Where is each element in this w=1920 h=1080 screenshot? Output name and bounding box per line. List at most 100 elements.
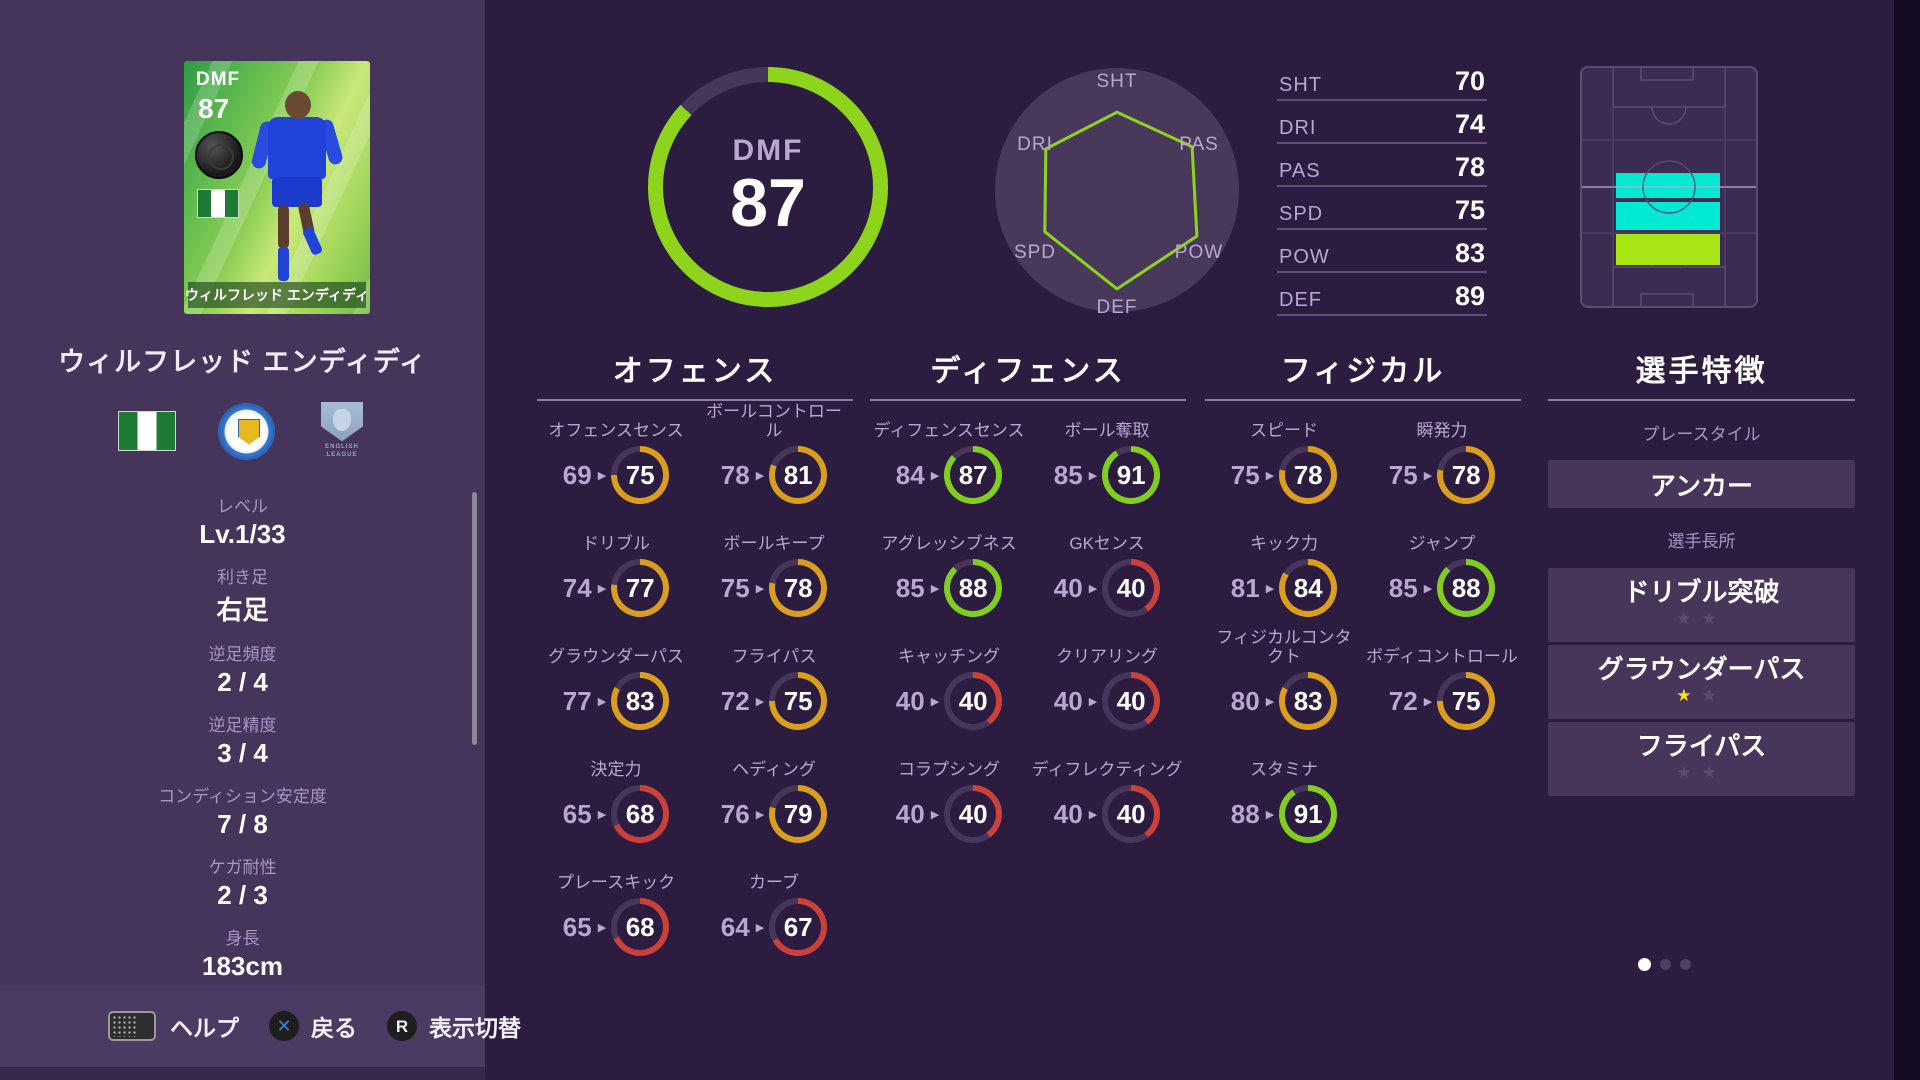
stat-base-value: 40 [895,685,925,716]
footer-action[interactable]: R 表示切替 [357,1009,521,1043]
skill-name: ドリブル突破 [1623,577,1780,607]
stat-current-value: 40 [1108,791,1155,837]
star-icon: ★ [1676,762,1702,782]
stat-current-value: 87 [950,452,997,498]
stat-ring: 68 [611,898,670,956]
skill-button[interactable]: ドリブル突破 ★★ [1548,568,1855,642]
arrow-right-icon: ▶ [1423,695,1433,708]
arrow-right-icon: ▶ [930,695,940,708]
summary-row: PAS 78 [1277,146,1487,187]
x-button-icon[interactable]: ✕ [269,1011,299,1041]
summary-stat-value: 83 [1454,238,1485,268]
stat-base-value: 40 [1053,685,1083,716]
stat-label: フィジカルコンタクト [1216,627,1352,667]
summary-stat-value: 78 [1454,152,1485,182]
stat-current-value: 78 [775,565,822,611]
skill-button[interactable]: グラウンダーパス ★★ [1548,645,1855,719]
stat-item: スタミナ 88 ▶ 91 [1205,738,1363,851]
stat-item: グラウンダーパス 77 ▶ 83 [537,625,695,738]
stat-label: 決定力 [590,760,642,780]
profile-label: 逆足精度 [208,716,277,735]
player-name: ウィルフレッド エンディディ [58,347,427,377]
footer-bottom-strip [0,1067,485,1080]
card-position: DMF [196,69,241,90]
star-icon: ★ [1701,608,1727,628]
ball-badge-icon [195,131,243,179]
club-badge-icon [218,402,275,460]
stat-current-value: 83 [617,678,664,724]
radar-axis-label: POW [1174,242,1224,263]
stat-ring: 68 [611,785,670,843]
stat-current-value: 88 [1443,565,1490,611]
stat-base-value: 65 [562,798,592,829]
stat-base-value: 69 [562,459,592,490]
stat-label: プレースキック [556,873,676,893]
stat-item: ボディコントロール 72 ▶ 75 [1363,625,1521,738]
section-traits: 選手特徴 プレースタイル アンカー 選手長所 ドリブル突破 ★★ グラウンダーパス… [1548,346,1855,799]
stat-base-value: 85 [1053,459,1083,490]
pagination-dot[interactable] [1638,958,1651,971]
stat-base-value: 40 [1053,798,1083,829]
stat-label: ドリブル [582,534,650,554]
pagination-dot[interactable] [1660,959,1671,970]
profile-label: 逆足頻度 [208,645,277,664]
stat-base-value: 88 [1230,798,1260,829]
stat-label: スピード [1250,421,1318,441]
profile-value: 3 / 4 [217,738,268,768]
stat-item: キャッチング 40 ▶ 40 [870,625,1028,738]
section-title: フィジカル [1280,355,1446,388]
stat-item: コラプシング 40 ▶ 40 [870,738,1028,851]
playstyle-button[interactable]: アンカー [1548,460,1855,508]
skill-list: ドリブル突破 ★★ グラウンダーパス ★★ フライパス ★★ [1548,568,1855,796]
stat-item: ディフェンスセンス 84 ▶ 87 [870,399,1028,512]
stat-base-value: 72 [720,685,750,716]
stat-current-value: 68 [617,904,664,950]
arrow-right-icon: ▶ [755,469,765,482]
affiliation-badges: ENGLISH LEAGUE [0,400,485,462]
summary-row: POW 83 [1277,232,1487,273]
footer-action[interactable]: ✕ 戻る [239,1009,357,1043]
touchpad-icon[interactable] [108,1011,156,1041]
stat-ring: 77 [611,559,670,617]
stat-item: フィジカルコンタクト 80 ▶ 83 [1205,625,1363,738]
stat-ring: 78 [1437,446,1496,504]
footer-action-label: 戻る [311,1015,357,1041]
stats-radar-chart: SHT PAS POW DEF SPD DRI [985,58,1249,322]
footer-action[interactable]: ヘルプ [108,1009,239,1043]
stat-item: フライパス 72 ▶ 75 [695,625,853,738]
arrow-right-icon: ▶ [930,582,940,595]
sidebar-scrollbar[interactable] [472,492,477,745]
pagination-dot[interactable] [1680,959,1691,970]
stat-current-value: 40 [950,791,997,837]
stat-item: ドリブル 74 ▶ 77 [537,512,695,625]
skills-label: 選手長所 [1667,532,1736,551]
arrow-right-icon: ▶ [1265,695,1275,708]
summary-stat-value: 75 [1454,195,1485,225]
section-offense: オフェンス オフェンスセンス 69 ▶ 75 ボールコントロール 78 ▶ 81… [537,346,853,964]
stat-current-value: 83 [1285,678,1332,724]
stat-current-value: 75 [1443,678,1490,724]
radar-axis-label: DRI [1017,134,1053,155]
summary-stat-label: POW [1279,246,1330,268]
stat-ring: 75 [611,446,670,504]
screen-right-edge [1894,0,1920,1080]
arrow-right-icon: ▶ [597,921,607,934]
stat-current-value: 68 [617,791,664,837]
nigeria-flag-icon [197,189,239,218]
stat-label: GKセンス [1069,534,1145,554]
arrow-right-icon: ▶ [597,469,607,482]
r-button-icon[interactable]: R [387,1011,417,1041]
arrow-right-icon: ▶ [1265,808,1275,821]
position-map [1580,66,1758,313]
footer-action-label: 表示切替 [429,1015,521,1041]
stat-label: ジャンプ [1408,534,1476,554]
stat-label: コラプシング [898,760,1000,780]
stat-ring: 88 [1437,559,1496,617]
stat-label: ボールコントロール [706,401,842,441]
skill-button[interactable]: フライパス ★★ [1548,722,1855,796]
stat-base-value: 75 [1388,459,1418,490]
stat-item: 決定力 65 ▶ 68 [537,738,695,851]
stat-current-value: 77 [617,565,664,611]
stat-base-value: 84 [895,459,925,490]
stat-ring: 81 [769,446,828,504]
